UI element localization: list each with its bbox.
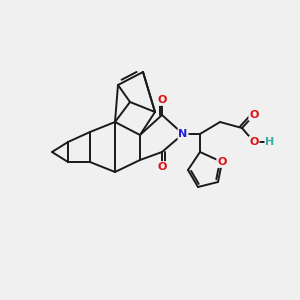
Text: N: N bbox=[178, 129, 188, 139]
Text: O: O bbox=[157, 95, 167, 105]
Text: O: O bbox=[249, 110, 259, 120]
Text: O: O bbox=[157, 162, 167, 172]
Text: O: O bbox=[217, 157, 227, 167]
Text: H: H bbox=[266, 137, 274, 147]
Text: O: O bbox=[249, 137, 259, 147]
